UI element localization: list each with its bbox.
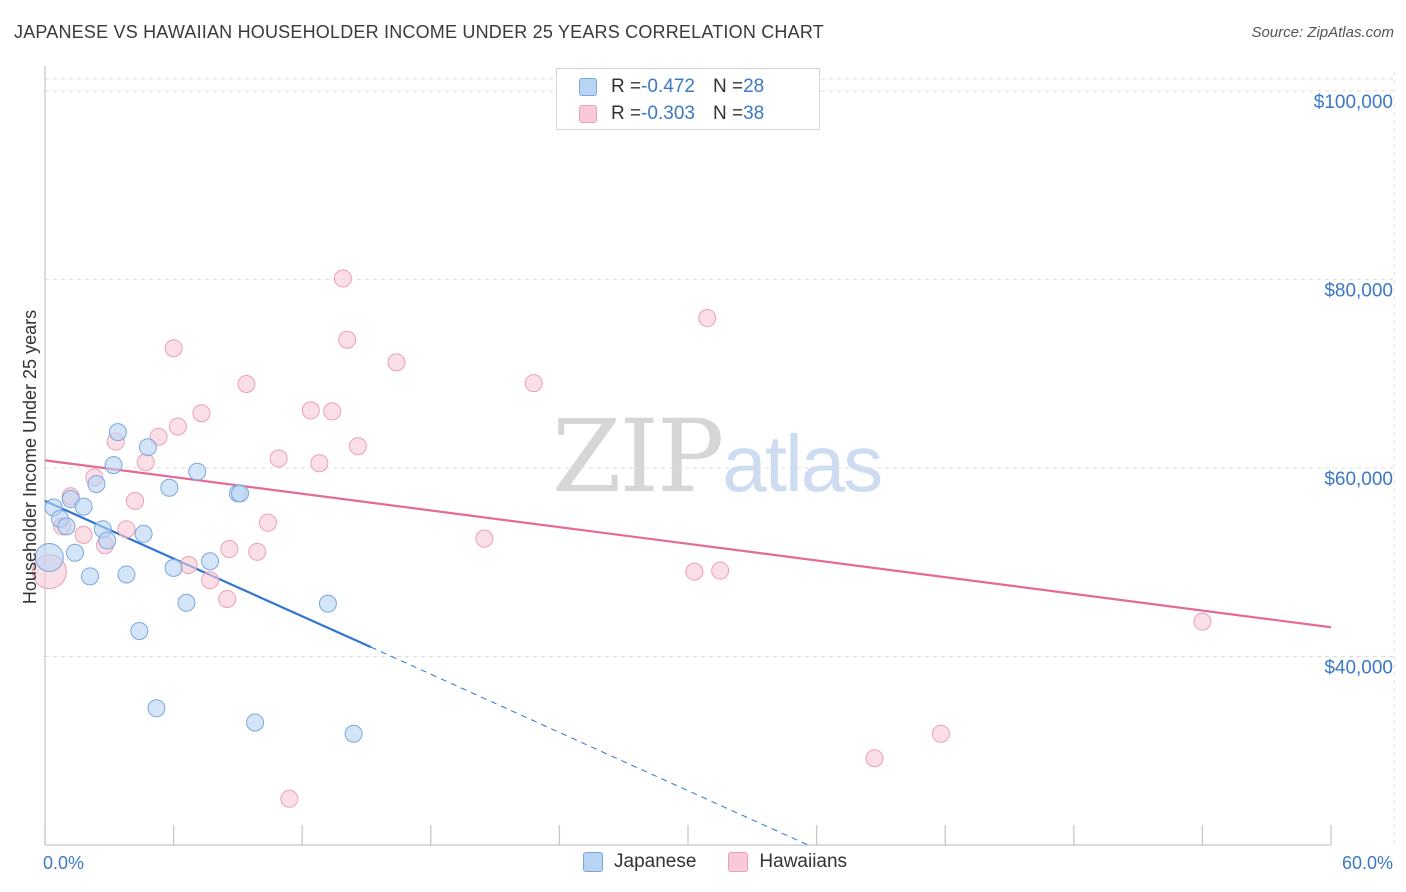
- data-points: [31, 269, 1212, 808]
- point-hawaiians: [685, 562, 704, 581]
- point-hawaiians: [333, 269, 352, 288]
- legend-item-japanese[interactable]: Japanese: [583, 851, 696, 873]
- point-japanese: [188, 462, 207, 481]
- point-hawaiians: [338, 330, 357, 349]
- r-label: R =: [611, 76, 642, 97]
- point-hawaiians: [117, 520, 136, 539]
- r-value: -0.303: [641, 103, 695, 124]
- point-hawaiians: [136, 453, 155, 472]
- point-japanese: [231, 484, 250, 503]
- point-hawaiians: [164, 339, 183, 358]
- y-tick-label: $80,000: [1324, 280, 1393, 301]
- n-value: 38: [743, 103, 765, 124]
- point-hawaiians: [258, 513, 277, 532]
- point-japanese: [98, 531, 117, 550]
- point-hawaiians: [74, 525, 93, 544]
- trend-lines: [44, 459, 1332, 846]
- stats-row-hawaiians: R = -0.303 N = 38: [579, 102, 764, 126]
- tick-labels: $40,000 $60,000 $80,000 $100,000 0.0% 60.0% Ho…: [20, 92, 1393, 873]
- y-tick-label: $40,000: [1324, 657, 1393, 678]
- chart-title: JAPANESE VS HAWAIIAN HOUSEHOLDER INCOME …: [14, 22, 824, 42]
- point-japanese: [344, 724, 363, 743]
- point-hawaiians: [237, 375, 256, 394]
- point-japanese: [177, 593, 196, 612]
- point-japanese: [130, 622, 149, 641]
- point-hawaiians: [179, 556, 198, 575]
- y-tick-label: $100,000: [1314, 92, 1393, 113]
- point-japanese: [108, 423, 127, 442]
- japanese-swatch: [583, 852, 603, 872]
- point-hawaiians: [698, 309, 717, 328]
- point-japanese: [74, 497, 93, 516]
- source-label: Source: ZipAtlas.com: [1251, 24, 1394, 41]
- legend-label-japanese: Japanese: [614, 851, 697, 872]
- point-hawaiians: [192, 404, 211, 423]
- point-japanese: [201, 552, 220, 571]
- r-label: R =: [611, 103, 642, 124]
- point-japanese: [318, 594, 337, 613]
- point-hawaiians: [201, 571, 220, 590]
- point-japanese: [147, 699, 166, 718]
- point-japanese: [81, 567, 100, 586]
- n-value: 28: [743, 76, 765, 97]
- point-japanese: [34, 542, 64, 572]
- point-hawaiians: [711, 561, 730, 580]
- point-hawaiians: [248, 542, 267, 561]
- point-japanese: [246, 713, 265, 732]
- point-japanese: [117, 565, 136, 584]
- hawaiians-swatch: [579, 105, 597, 123]
- point-hawaiians: [475, 529, 494, 548]
- point-hawaiians: [310, 454, 329, 473]
- point-japanese: [57, 517, 76, 536]
- r-value: -0.472: [641, 76, 695, 97]
- series-legend: Japanese Hawaiians: [583, 851, 879, 873]
- point-hawaiians: [269, 449, 288, 468]
- point-hawaiians: [524, 374, 543, 393]
- x-tick-label-max: 60.0%: [1342, 853, 1393, 873]
- stats-row-japanese: R = -0.472 N = 28: [579, 75, 764, 99]
- point-hawaiians: [1193, 612, 1212, 631]
- gridlines: [45, 72, 1395, 845]
- point-hawaiians: [126, 491, 145, 510]
- point-japanese: [87, 474, 106, 493]
- point-hawaiians: [865, 749, 884, 768]
- point-japanese: [160, 478, 179, 497]
- x-tick-label-min: 0.0%: [43, 853, 84, 873]
- point-hawaiians: [220, 539, 239, 558]
- point-hawaiians: [323, 402, 342, 421]
- stats-legend: R = -0.472 N = 28 R = -0.303 N = 38: [556, 68, 820, 130]
- legend-item-hawaiians[interactable]: Hawaiians: [728, 851, 847, 873]
- y-tick-label: $60,000: [1324, 469, 1393, 490]
- n-label: N =: [712, 103, 744, 124]
- trend-line-hawaiians: [44, 459, 1332, 629]
- trend-line-japanese-extension: [370, 646, 809, 846]
- hawaiians-swatch: [728, 852, 749, 872]
- n-label: N =: [712, 76, 744, 97]
- point-hawaiians: [168, 417, 187, 436]
- point-japanese: [134, 524, 153, 543]
- point-hawaiians: [931, 724, 950, 743]
- point-japanese: [164, 558, 183, 577]
- point-hawaiians: [280, 789, 299, 808]
- legend-label-hawaiians: Hawaiians: [759, 851, 848, 872]
- y-axis-label: Householder Income Under 25 years: [20, 310, 40, 604]
- point-japanese: [104, 456, 123, 475]
- point-hawaiians: [387, 353, 406, 372]
- japanese-swatch: [579, 78, 597, 96]
- point-japanese: [138, 438, 157, 457]
- point-japanese: [66, 543, 85, 562]
- axes: [44, 66, 1332, 846]
- point-hawaiians: [218, 589, 237, 608]
- point-hawaiians: [301, 401, 320, 420]
- point-hawaiians: [348, 437, 367, 456]
